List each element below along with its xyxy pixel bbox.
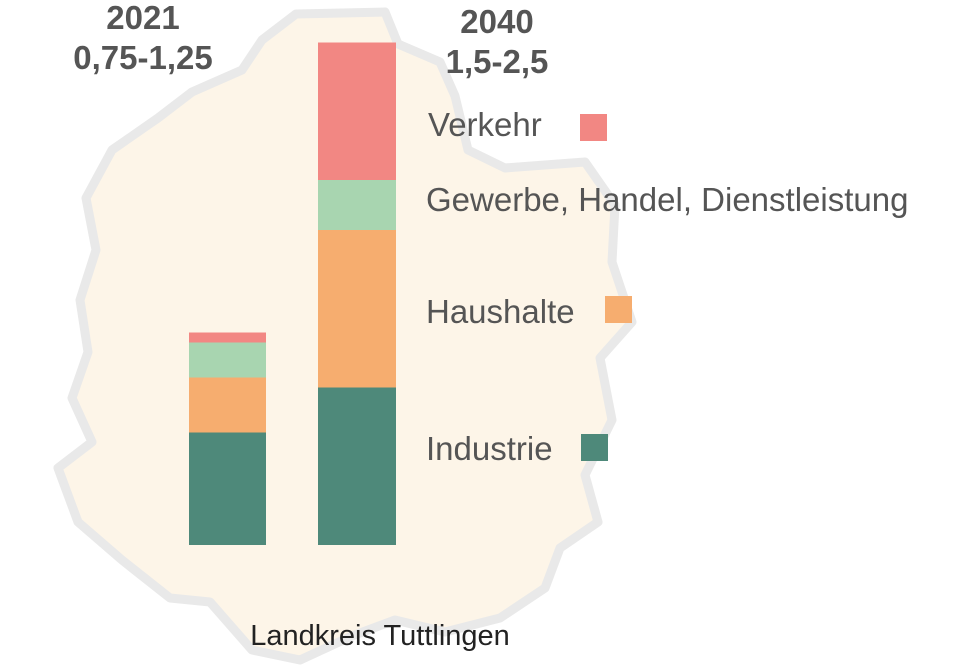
bar-2021-haushalte: [189, 377, 266, 433]
legend-label-gewerbe: Gewerbe, Handel, Dienstleistung: [426, 181, 909, 218]
legend-label-verkehr: Verkehr: [428, 106, 542, 143]
bar-2021-verkehr: [189, 332, 266, 343]
bar-2040-verkehr: [318, 42, 396, 180]
category-range-label: 1,5-2,5: [445, 43, 549, 80]
bar-2021-industrie: [189, 432, 266, 545]
category-range-label: 0,75-1,25: [73, 39, 213, 76]
bar-2040-gewerbe: [318, 180, 396, 230]
bar-2040-haushalte: [318, 230, 396, 388]
category-header-2021: 2021 0,75-1,25: [28, 0, 258, 78]
region-name-label: Landkreis Tuttlingen: [250, 620, 510, 652]
legend-label-industrie: Industrie: [426, 430, 553, 467]
bar-2021-gewerbe: [189, 342, 266, 378]
legend-swatch-verkehr: [580, 114, 607, 141]
legend-label-haushalte: Haushalte: [426, 293, 575, 330]
legend-swatch-industrie: [581, 434, 608, 461]
category-year-label: 2040: [460, 3, 534, 40]
bar-2040-industrie: [318, 387, 396, 545]
category-year-label: 2021: [106, 0, 180, 36]
legend-swatch-haushalte: [605, 296, 632, 323]
bar-series-group: [189, 42, 396, 545]
category-header-2040: 2040 1,5-2,5: [382, 2, 612, 82]
